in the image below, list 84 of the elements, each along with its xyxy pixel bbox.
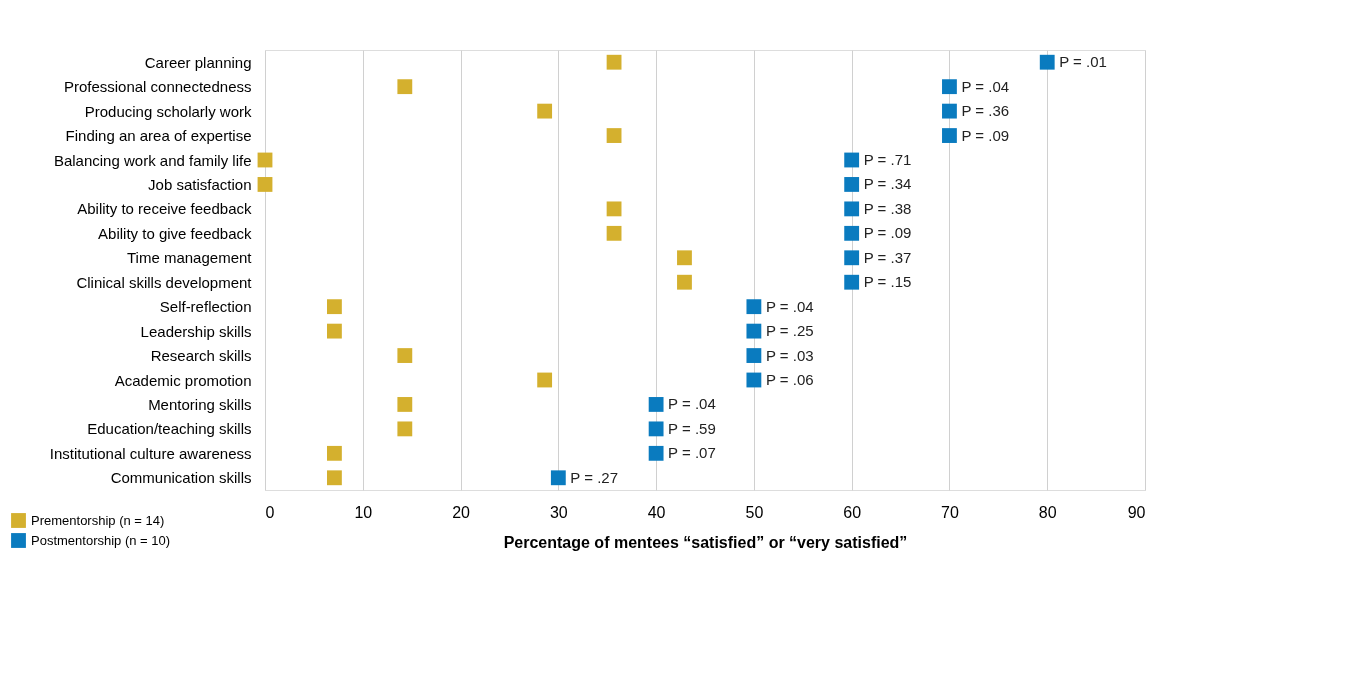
annotation: P = .71 [863, 151, 912, 168]
annotation: P = .04 [668, 395, 716, 413]
annotation: P = .59 [668, 419, 716, 437]
y-tick-label: Finding an area of expertise [65, 127, 252, 145]
point [746, 299, 762, 315]
point [1039, 54, 1055, 70]
y-tick-label: Balancing work and family life [53, 151, 252, 169]
annotation: P = .06 [765, 371, 814, 388]
x-tick-label: 50 [745, 503, 764, 521]
point [844, 250, 860, 266]
point [550, 470, 566, 486]
point [844, 225, 860, 241]
y-tick-label: Clinical skills development [76, 273, 253, 291]
y-tick-label: Job satisfaction [148, 175, 252, 193]
point [746, 323, 762, 339]
annotation: P = .15 [863, 273, 912, 291]
y-tick-label: Communication skills [110, 469, 252, 487]
point [327, 299, 342, 315]
annotation: P = .09 [863, 224, 912, 242]
point [942, 79, 957, 95]
annotation: P = .27 [570, 468, 619, 486]
y-tick-label: Research skills [150, 347, 252, 365]
point [327, 323, 342, 339]
point [537, 372, 553, 388]
y-tick-label: Time management [127, 249, 253, 267]
x-tick-label: 20 [452, 503, 471, 521]
point [397, 421, 413, 437]
point [844, 201, 860, 217]
point [746, 372, 762, 388]
point [746, 348, 762, 363]
point [844, 177, 860, 192]
y-tick-label: Producing scholarly work [84, 102, 252, 120]
point [844, 152, 860, 168]
point [648, 445, 664, 461]
point [942, 103, 957, 119]
x-tick-label: 40 [647, 503, 666, 521]
y-tick-label: Ability to give feedback [98, 224, 252, 242]
x-axis-title: Percentage of mentees “satisfied” or “very satisfied” [503, 533, 908, 551]
point [677, 250, 692, 266]
annotation: P = .04 [765, 297, 814, 315]
point [844, 274, 860, 290]
annotation: P = .37 [863, 248, 912, 266]
annotation: P = .38 [863, 199, 912, 217]
point [327, 470, 342, 486]
x-tick-label: 10 [354, 503, 373, 521]
point [942, 128, 957, 143]
y-tick-label: Institutional culture awareness [49, 444, 252, 462]
point [397, 348, 413, 363]
annotation: P = .01 [1059, 53, 1107, 71]
y-tick-label: Ability to receive feedback [77, 200, 252, 218]
x-tick-label: 70 [941, 503, 959, 521]
point [537, 103, 553, 119]
point [606, 201, 622, 217]
y-tick-label: Professional connectedness [63, 78, 252, 96]
y-tick-label: Leadership skills [140, 322, 252, 340]
point [606, 128, 622, 143]
y-tick-label: Career planning [144, 53, 252, 71]
x-tick-label: 60 [843, 503, 862, 521]
point [648, 397, 664, 412]
point [397, 397, 413, 412]
x-tick-label: 0 [265, 503, 275, 521]
y-tick-label: Education/teaching skills [87, 420, 252, 438]
annotation: P = .07 [668, 444, 716, 462]
legend-label: Postmentorship (n = 10) [31, 532, 171, 548]
point [606, 225, 622, 241]
point [397, 79, 413, 95]
point [257, 177, 273, 192]
legend-label: Prementorship (n = 14) [31, 512, 165, 528]
annotation: P = .34 [863, 175, 912, 193]
annotation: P = .36 [961, 102, 1010, 120]
y-tick-label: Mentoring skills [148, 395, 252, 413]
annotation: P = .25 [765, 322, 814, 340]
x-tick-label: 30 [549, 503, 568, 521]
point [606, 54, 622, 70]
annotation: P = .03 [765, 346, 814, 364]
point [648, 421, 664, 437]
annotation: P = .09 [961, 126, 1010, 144]
y-tick-label: Self-reflection [159, 298, 252, 316]
x-tick-label: 80 [1038, 503, 1057, 521]
point [327, 445, 342, 461]
point [677, 274, 692, 290]
x-tick-label: 90 [1127, 503, 1146, 521]
y-tick-label: Academic promotion [114, 371, 252, 389]
annotation: P = .04 [961, 77, 1010, 95]
